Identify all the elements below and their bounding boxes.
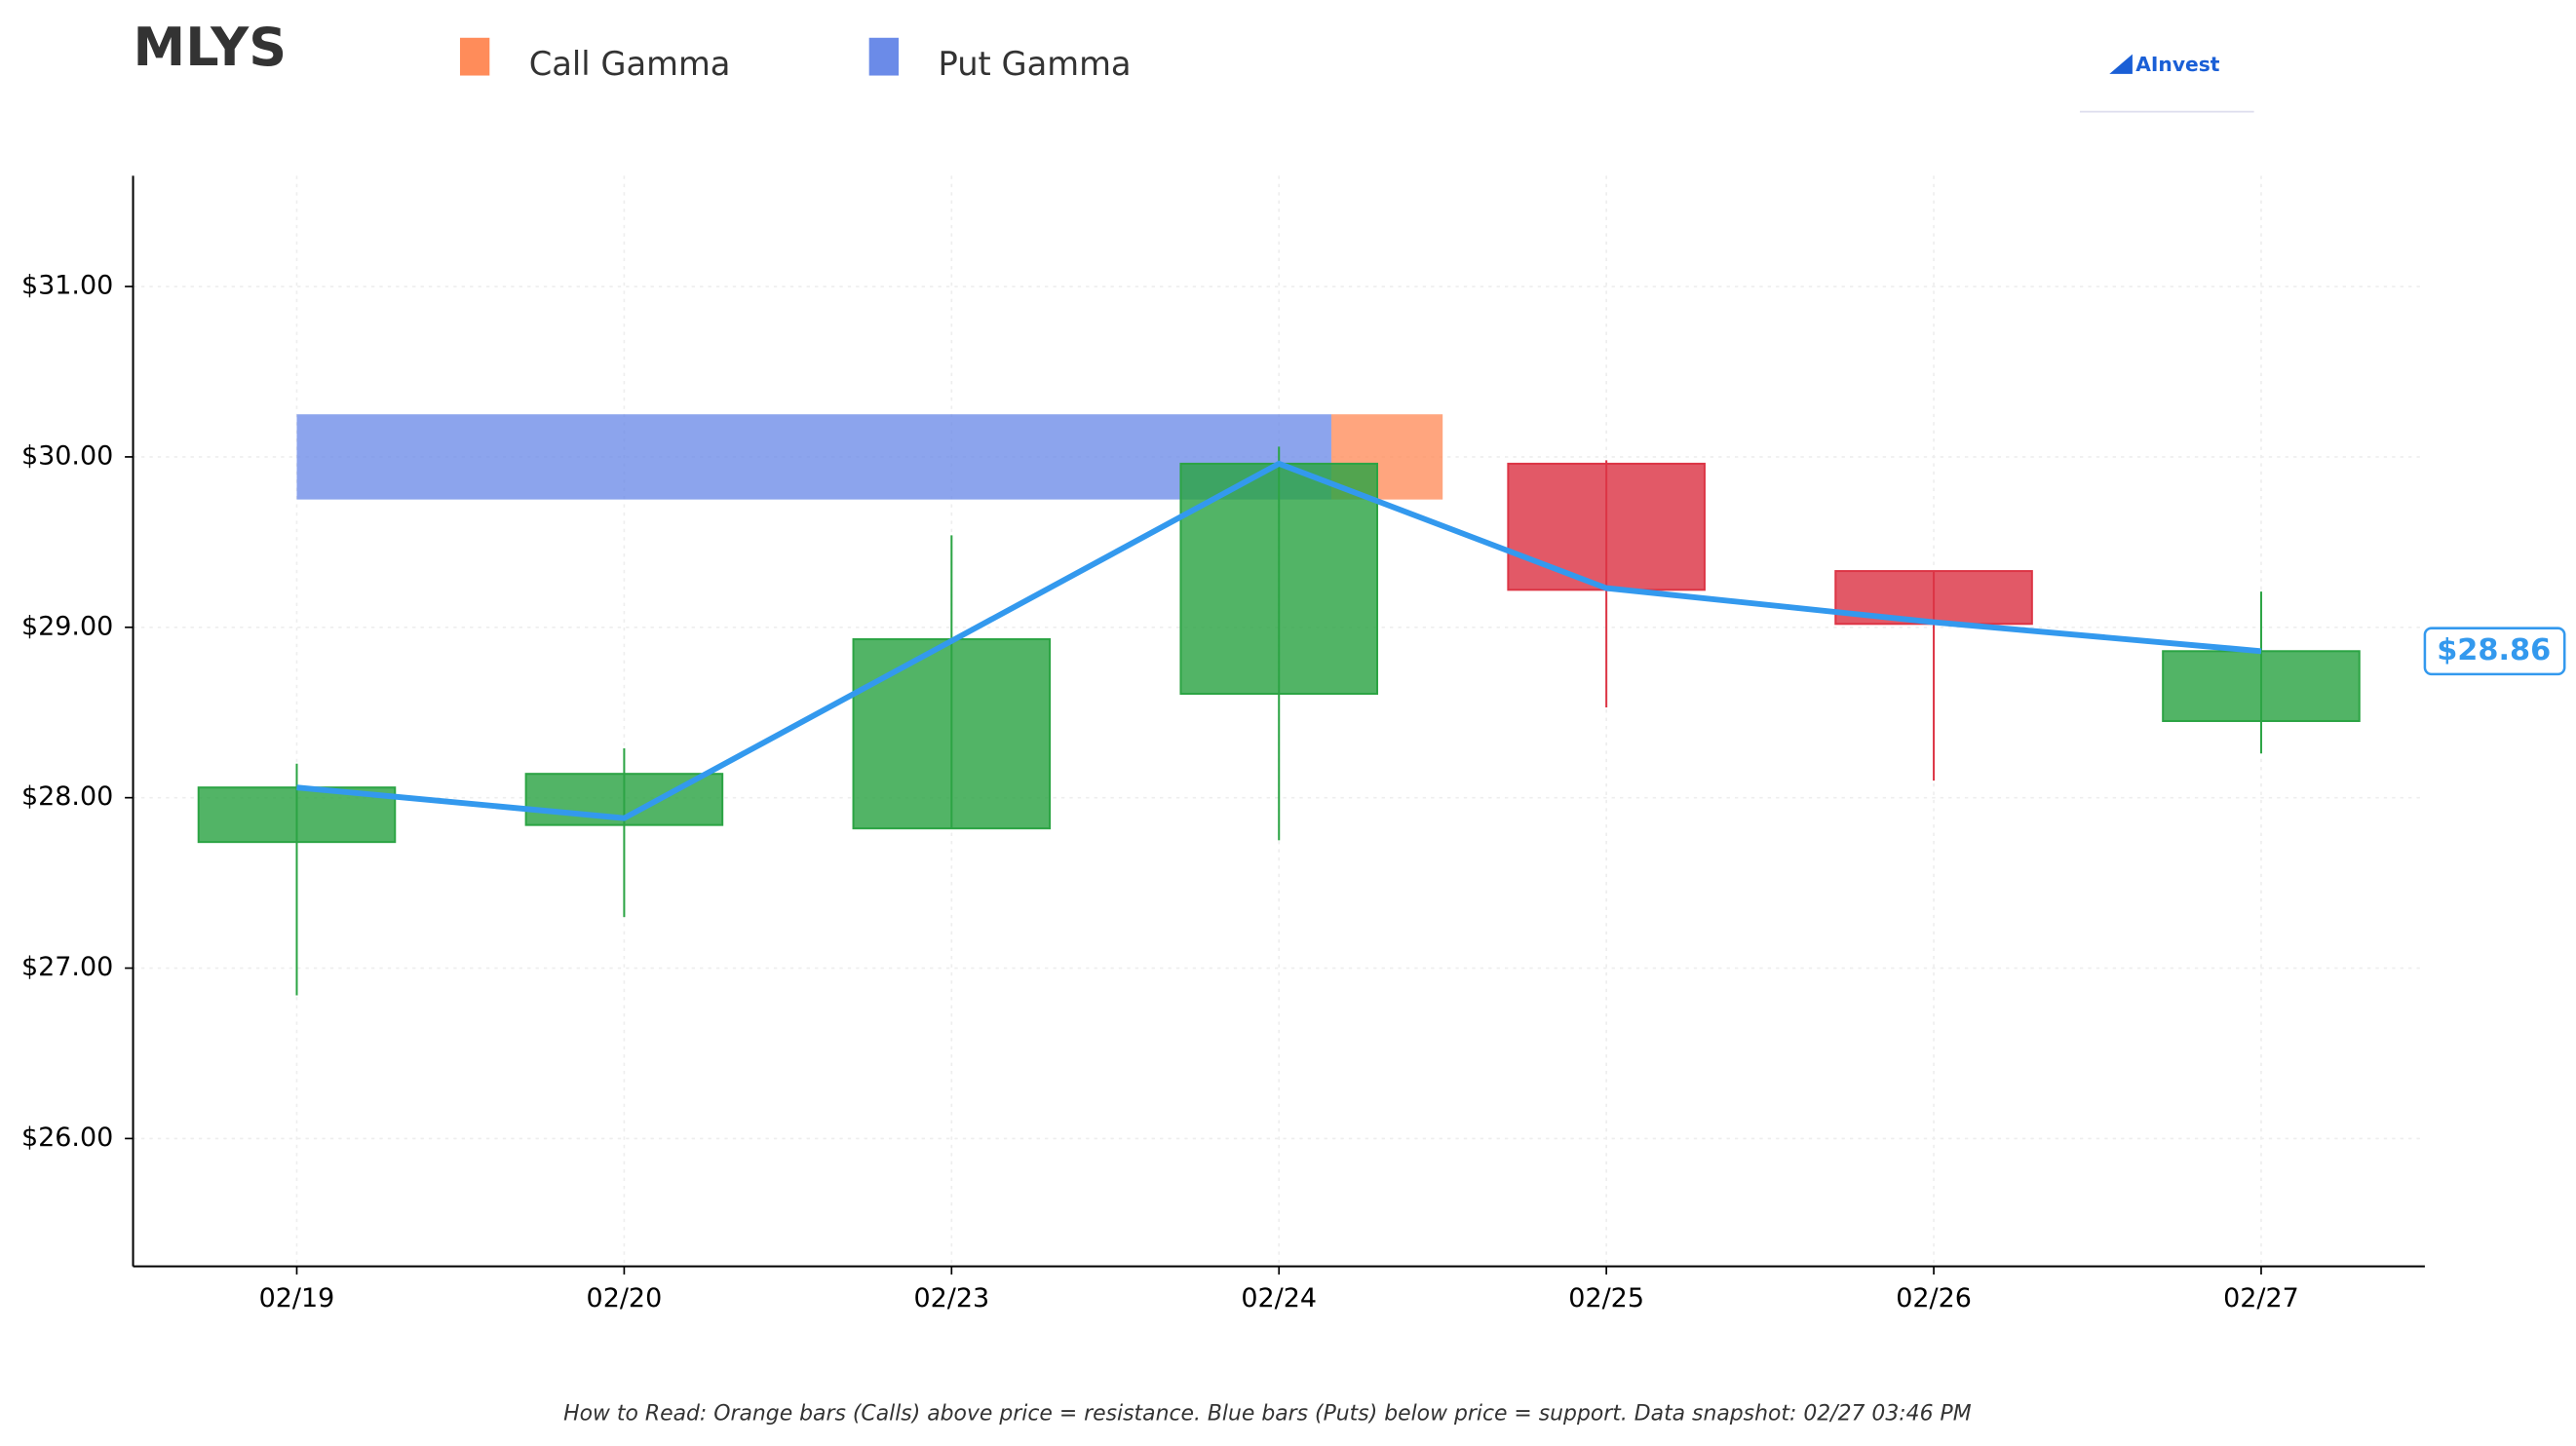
price-label: $28.86 (2437, 633, 2551, 667)
footnote: How to Read: Orange bars (Calls) above p… (563, 1401, 1972, 1426)
x-tick-label: 02/20 (587, 1283, 663, 1313)
x-tick-label: 02/27 (2223, 1283, 2299, 1313)
candle-body (1507, 462, 1706, 591)
y-tick-label: $27.00 (21, 952, 113, 982)
x-tick-label: 02/24 (1241, 1283, 1317, 1313)
candle-body (852, 638, 1052, 830)
legend-label: Call Gamma (529, 45, 731, 83)
logo-icon (2109, 54, 2133, 74)
y-tick-label: $31.00 (21, 271, 113, 301)
y-tick-label: $29.00 (21, 611, 113, 641)
legend-swatch (868, 37, 900, 76)
x-tick-label: 02/25 (1568, 1283, 1644, 1313)
put-gamma-bar (296, 414, 1331, 500)
y-tick-label: $28.00 (21, 781, 113, 812)
candle-body (2162, 650, 2361, 722)
logo: AInvest (2135, 53, 2219, 76)
x-tick-label: 02/26 (1896, 1283, 1972, 1313)
legend-label: Put Gamma (938, 45, 1131, 83)
candle-body (197, 786, 397, 844)
price-line (296, 460, 2262, 821)
x-tick-label: 02/23 (913, 1283, 989, 1313)
y-tick-label: $30.00 (21, 440, 113, 471)
chart-title: MLYS (134, 17, 288, 78)
y-tick-label: $26.00 (21, 1123, 113, 1153)
x-tick-label: 02/19 (259, 1283, 335, 1313)
price-label-box (2423, 627, 2566, 676)
legend-swatch (459, 37, 490, 76)
